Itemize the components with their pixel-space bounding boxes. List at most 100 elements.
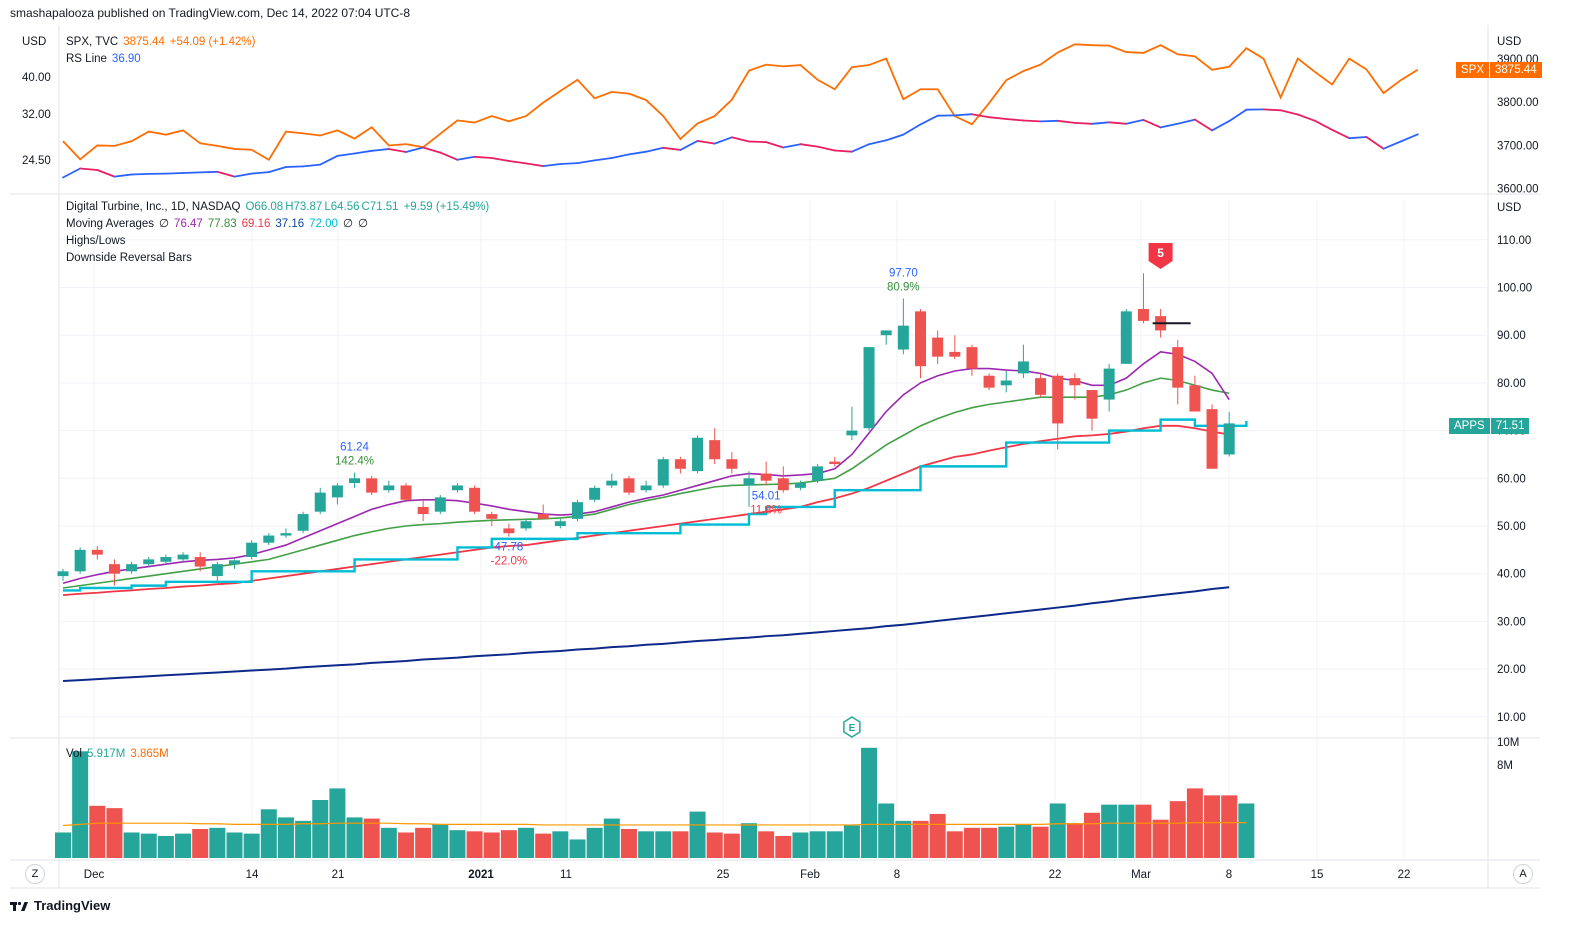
- candle-body: [91, 549, 103, 555]
- candle-body: [366, 478, 378, 493]
- x-tick-label: 14: [246, 869, 259, 881]
- volume-bar: [312, 800, 329, 858]
- volume-bar: [363, 818, 380, 858]
- candle-body: [57, 571, 69, 577]
- candle-body: [1120, 311, 1132, 364]
- rs-line-segment: [96, 169, 116, 178]
- reversal-marker-label: 5: [1157, 246, 1164, 260]
- y-tick-label: 20.00: [1497, 664, 1526, 676]
- top-pane-legend: SPX, TVC 3875.44 +54.09 (+1.42%) RS Line 36…: [66, 34, 260, 68]
- volume-bar: [140, 833, 157, 858]
- candle-body: [1069, 378, 1081, 386]
- rs-line-segment: [679, 139, 699, 151]
- rs-line-segment: [1125, 119, 1145, 125]
- volume-bar: [466, 831, 483, 858]
- rs-line-segment: [1314, 119, 1333, 131]
- volume-bar: [1204, 795, 1221, 858]
- reversal-marker: 5: [1148, 243, 1173, 269]
- candle-body: [108, 564, 120, 574]
- rs-line-segment: [645, 146, 665, 153]
- ma21-line: [62, 377, 1230, 589]
- candle-body: [143, 559, 155, 565]
- rs-line-segment: [387, 148, 407, 153]
- x-tick-label: 11: [560, 869, 572, 881]
- rs-line-segment: [1296, 113, 1316, 122]
- apps-tag-symbol: APPS: [1449, 418, 1490, 434]
- volume-bar: [123, 832, 140, 858]
- ma-step-line: [63, 418, 1248, 592]
- rs-line-segment: [1091, 121, 1111, 125]
- volume-bar: [603, 818, 620, 858]
- rs-line-segment: [250, 171, 270, 175]
- candle-body: [812, 466, 824, 481]
- reversal-legend: Downside Reversal Bars: [66, 252, 192, 264]
- volume-bar: [449, 830, 466, 858]
- low-annotation-price: 47.78: [495, 541, 524, 553]
- candle-body: [1189, 385, 1201, 412]
- candle-body: [1017, 361, 1029, 374]
- rs-line-segment: [1073, 122, 1093, 125]
- rs-line-segment: [748, 140, 768, 144]
- ohlc-change: +9.59 (+15.49%): [403, 201, 490, 213]
- candle-body: [709, 440, 721, 460]
- top-pane-series: [62, 43, 1419, 179]
- volume-bar: [878, 803, 895, 858]
- candle-body: [983, 375, 995, 388]
- volume-bar: [295, 820, 312, 858]
- tradingview-brand: TradingView: [34, 898, 111, 913]
- rs-line-segment: [1176, 118, 1196, 125]
- volume-bar: [963, 827, 980, 858]
- main-grid: [59, 200, 1488, 860]
- rs-line-segment: [730, 136, 750, 143]
- volume-bar: [89, 805, 106, 858]
- spx-axis-tick: 3800.00: [1497, 97, 1539, 109]
- volume-bar: [620, 829, 637, 858]
- rs-line-segment: [765, 141, 785, 149]
- top-right-axis-unit: USD: [1497, 36, 1521, 48]
- rs-line-segment: [885, 133, 905, 142]
- rs-line-segment: [953, 113, 973, 117]
- candle-body: [383, 485, 395, 491]
- volume-bar: [998, 826, 1015, 858]
- volume-ma-line: [62, 822, 1247, 827]
- ohlc-low: L64.56: [324, 201, 360, 213]
- spx-value: 3875.44: [123, 36, 165, 48]
- candle-body: [160, 557, 172, 562]
- volume-bar: [535, 833, 552, 858]
- candle-body: [1035, 378, 1047, 395]
- volume-bar: [706, 832, 723, 858]
- candle-body: [1223, 423, 1235, 455]
- volume-axis-tick: 8M: [1497, 760, 1513, 772]
- rs-line-segment: [285, 165, 305, 168]
- candle-body: [915, 311, 926, 367]
- symbol-title: Digital Turbine, Inc., 1D, NASDAQ: [66, 201, 241, 213]
- volume-value: 5.917M: [87, 748, 126, 760]
- rs-line-segment: [662, 146, 682, 151]
- x-tick-label: 22: [1398, 869, 1411, 881]
- candle-body: [1086, 390, 1098, 419]
- y-tick-label: 60.00: [1497, 473, 1526, 485]
- high-annotation-price: 97.70: [889, 267, 918, 279]
- candle-body: [1206, 409, 1218, 469]
- reversal-marker-shape: [1148, 243, 1173, 269]
- candle-body: [503, 528, 515, 534]
- zoom-reset-button[interactable]: Z: [25, 864, 45, 884]
- rs-line-segment: [267, 166, 287, 174]
- candle-body: [246, 542, 258, 558]
- volume-bar: [277, 817, 294, 858]
- candle-body: [1052, 375, 1064, 424]
- event-markers[interactable]: 5E: [843, 243, 1191, 738]
- candle-body: [606, 480, 618, 486]
- volume-bar: [1135, 804, 1152, 858]
- rs-line-segment: [816, 145, 836, 152]
- rs-line-segment: [164, 172, 184, 175]
- rs-line-segment: [610, 153, 630, 159]
- rs-line-segment: [1142, 119, 1162, 129]
- candle-body: [537, 514, 549, 519]
- rs-line-segment: [405, 146, 425, 153]
- volume-bar: [861, 747, 878, 858]
- auto-scale-button[interactable]: A: [1513, 864, 1533, 884]
- volume-bar: [552, 831, 569, 858]
- volume-bar: [209, 827, 226, 858]
